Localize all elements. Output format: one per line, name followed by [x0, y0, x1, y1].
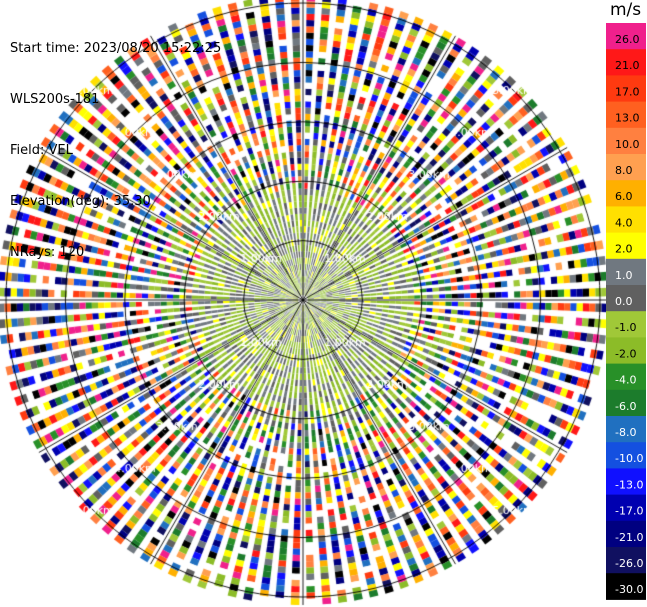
- colorbar-tick-label: 4.0: [615, 216, 633, 229]
- colorbar-swatch: [606, 520, 646, 548]
- colorbar-swatch: [606, 49, 646, 76]
- nrays-label: NRays: 120: [10, 245, 85, 260]
- colorbar-tick-label: -6.0: [615, 400, 636, 413]
- colorbar-unit: m/s: [610, 0, 642, 20]
- plot-metadata: Start time: 2023/08/20 15:22:25 WLS200s-…: [10, 6, 221, 278]
- colorbar-tick-label: -8.0: [615, 426, 636, 439]
- colorbar-swatch: [606, 468, 646, 496]
- colorbar-tick-label: -17.0: [615, 505, 643, 518]
- elevation-label: Elevation(deg): 35.30: [10, 194, 151, 209]
- colorbar-swatch: [606, 311, 646, 338]
- colorbar-swatch: [606, 232, 646, 260]
- velocity-colorbar: 26.0 21.0 17.0 13.0 10.0 8.0 6.0 4.0 2.0 1.0 0.0 -1…: [606, 23, 646, 600]
- instrument-label: WLS200s-181: [10, 92, 100, 107]
- colorbar-tick-label: -13.0: [615, 478, 643, 491]
- colorbar-swatch: [606, 154, 646, 181]
- colorbar-swatch: [606, 101, 646, 129]
- colorbar-tick-label: -10.0: [615, 452, 643, 465]
- colorbar-swatch: [606, 180, 646, 207]
- field-label: Field: VEL: [10, 143, 73, 158]
- colorbar-swatch: [606, 258, 646, 286]
- colorbar-tick-label: -1.0: [615, 321, 636, 334]
- colorbar-tick-label: 13.0: [615, 112, 640, 125]
- colorbar-tick-label: 26.0: [615, 33, 640, 46]
- colorbar-swatch: [606, 494, 646, 522]
- colorbar-tick-label: -26.0: [615, 557, 643, 570]
- colorbar-swatch: [606, 363, 646, 391]
- colorbar-swatch: [606, 127, 646, 155]
- colorbar-swatch: [606, 416, 646, 443]
- colorbar-tick-label: -4.0: [615, 374, 636, 387]
- colorbar-swatch: [606, 75, 646, 103]
- colorbar-tick-label: 1.0: [615, 269, 633, 282]
- colorbar-tick-label: 21.0: [615, 59, 640, 72]
- colorbar-tick-label: 17.0: [615, 85, 640, 98]
- colorbar-tick-label: 6.0: [615, 190, 633, 203]
- colorbar-swatch: [606, 206, 646, 234]
- start-time-label: Start time: 2023/08/20 15:22:25: [10, 41, 222, 56]
- colorbar-swatch: [606, 285, 646, 312]
- colorbar-tick-label: -2.0: [615, 347, 636, 360]
- colorbar-swatch: [606, 23, 646, 50]
- colorbar-tick-label: 8.0: [615, 164, 633, 177]
- colorbar-tick-label: -21.0: [615, 531, 643, 544]
- colorbar-swatch: [606, 442, 646, 469]
- colorbar-tick-label: 2.0: [615, 243, 633, 256]
- colorbar-swatch: [606, 547, 646, 574]
- colorbar-tick-label: 0.0: [615, 295, 633, 308]
- colorbar-tick-label: 10.0: [615, 138, 640, 151]
- colorbar-swatch: [606, 337, 646, 365]
- colorbar-swatch: [606, 573, 646, 600]
- colorbar-tick-label: -30.0: [615, 583, 643, 596]
- colorbar-swatch: [606, 389, 646, 417]
